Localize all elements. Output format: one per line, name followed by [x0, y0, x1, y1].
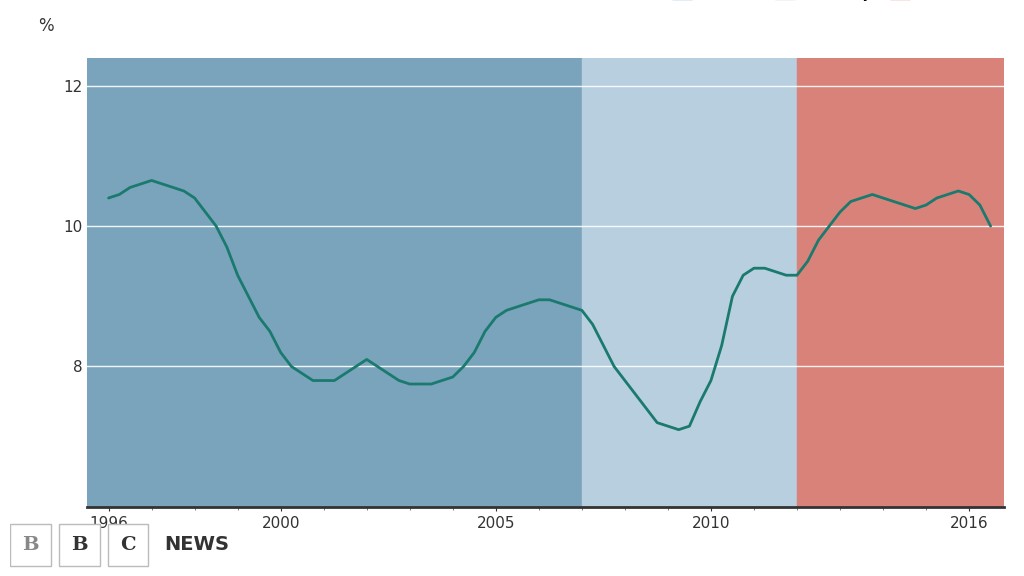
Bar — [87, 58, 582, 507]
Text: C: C — [120, 536, 136, 554]
Legend: Chirac, Sarkozy, Hollande: Chirac, Sarkozy, Hollande — [666, 0, 1004, 8]
FancyBboxPatch shape — [10, 524, 51, 566]
Text: B: B — [71, 536, 88, 554]
Bar — [797, 58, 1004, 507]
Text: B: B — [23, 536, 39, 554]
FancyBboxPatch shape — [108, 524, 148, 566]
Y-axis label: %: % — [38, 17, 53, 35]
Bar — [582, 58, 797, 507]
FancyBboxPatch shape — [59, 524, 100, 566]
Text: NEWS: NEWS — [164, 536, 228, 554]
